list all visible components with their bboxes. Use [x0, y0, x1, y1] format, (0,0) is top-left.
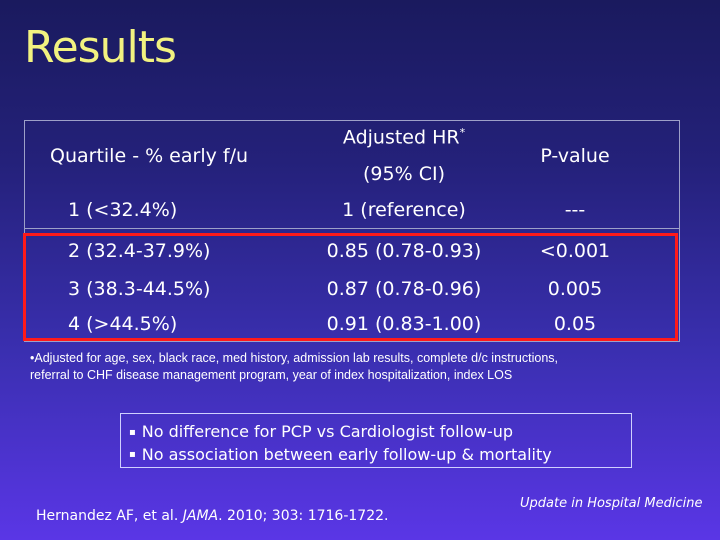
citation-details: . 2010; 303: 1716-1722. [218, 508, 389, 524]
row-1-hr: 1 (reference) [342, 199, 466, 221]
row-2-pvalue: <0.001 [539, 240, 611, 262]
results-table [24, 120, 680, 342]
footer-brand: Update in Hospital Medicine [520, 496, 703, 511]
square-bullet-icon: ▪ [129, 449, 136, 460]
row-3-pvalue: 0.005 [547, 278, 603, 300]
key-findings-box: ▪ No difference for PCP vs Cardiologist f… [120, 413, 632, 468]
citation-authors: Hernandez AF, et al. [36, 508, 183, 524]
header-adjusted-hr: Adjusted HR* [314, 126, 494, 148]
row-1-pvalue: --- [564, 199, 586, 221]
row-3-hr: 0.87 (0.78-0.96) [326, 278, 482, 300]
row-4-pvalue: 0.05 [553, 313, 597, 335]
row-4-hr: 0.91 (0.83-1.00) [326, 313, 482, 335]
header-hr-label: Adjusted HR [342, 126, 460, 149]
finding-item: ▪ No difference for PCP vs Cardiologist f… [129, 421, 623, 444]
square-bullet-icon: ▪ [129, 426, 136, 438]
adjustment-footnote: •Adjusted for age, sex, black race, med … [30, 350, 680, 384]
footnote-line-1: •Adjusted for age, sex, black race, med … [30, 351, 558, 365]
citation-journal: JAMA [182, 508, 219, 524]
row-1-quartile: 1 (<32.4%) [68, 199, 178, 221]
header-hr-asterisk: * [459, 126, 466, 139]
table-divider [24, 228, 680, 229]
finding-text: No difference for PCP vs Cardiologist fo… [141, 422, 514, 441]
row-3-quartile: 3 (38.3-44.5%) [68, 278, 211, 300]
finding-item: ▪ No association between early follow-up … [129, 444, 623, 467]
footnote-line-2: referral to CHF disease management progr… [30, 368, 513, 382]
slide-title: Results [24, 22, 177, 73]
header-ci: (95% CI) [363, 163, 445, 185]
highlight-box [23, 233, 678, 341]
header-pvalue: P-value [540, 145, 610, 167]
citation: Hernandez AF, et al. JAMA. 2010; 303: 17… [36, 508, 388, 524]
row-4-quartile: 4 (>44.5%) [68, 313, 178, 335]
row-2-hr: 0.85 (0.78-0.93) [326, 240, 482, 262]
row-2-quartile: 2 (32.4-37.9%) [68, 240, 211, 262]
header-quartile: Quartile - % early f/u [50, 145, 249, 167]
finding-text: No association between early follow-up &… [141, 444, 552, 464]
